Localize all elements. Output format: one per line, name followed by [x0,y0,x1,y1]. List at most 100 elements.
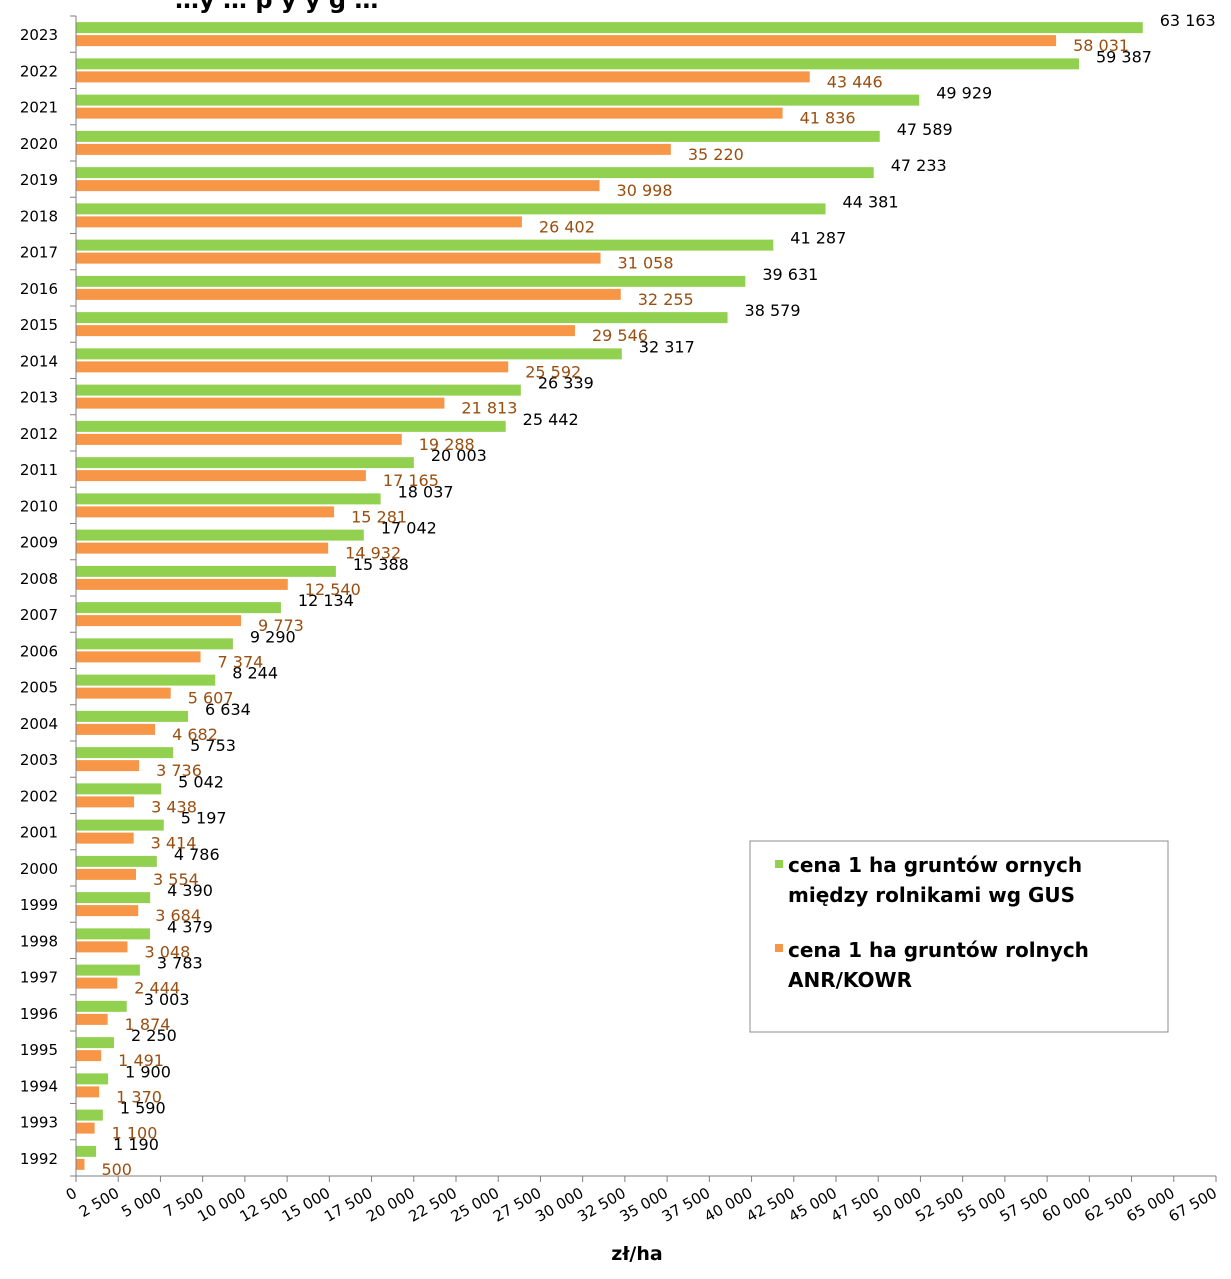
data-label-gus: 17 042 [381,519,437,538]
data-label-anr: 30 998 [617,181,673,200]
data-label-anr: 58 031 [1073,36,1129,55]
legend-item-anr-line1: cena 1 ha gruntów rolnych [788,938,1089,962]
data-label-anr: 3 554 [153,870,199,889]
bar-anr [76,397,445,409]
y-tick-label: 2001 [20,824,58,842]
bar-gus [76,239,774,251]
y-tick-label: 2015 [20,316,58,334]
bar-gus [76,493,381,505]
bar-anr [76,1050,102,1062]
bar-gus [76,457,414,469]
x-tick-label: 32 500 [574,1184,628,1226]
bar-gus [76,565,336,577]
data-label-gus: 3 783 [157,954,203,973]
bar-gus [76,1037,114,1049]
x-tick-label: 0 [63,1184,80,1204]
bar-gus [76,312,728,324]
x-tick-label: 2 500 [76,1184,122,1221]
bar-gus [76,1145,97,1157]
data-label-gus: 26 339 [538,374,594,393]
bar-gus [76,783,162,795]
y-tick-label: 2020 [20,135,58,153]
x-tick-label: 45 000 [786,1184,840,1226]
y-tick-label: 2005 [20,679,58,697]
y-tick-label: 2003 [20,751,58,769]
x-tick-label: 17 500 [321,1184,375,1226]
data-label-gus: 1 190 [113,1135,159,1154]
bar-anr [76,35,1057,47]
x-tick-label: 52 500 [912,1184,966,1226]
bar-anr [76,325,575,337]
bar-anr [76,470,366,482]
data-label-anr: 31 058 [618,254,674,273]
bar-anr [76,832,134,844]
y-tick-label: 2000 [20,860,58,878]
x-tick-label: 12 500 [237,1184,291,1226]
bar-anr [76,941,128,953]
data-label-gus: 12 134 [298,591,354,610]
bar-gus [76,203,826,215]
x-tick-label: 50 000 [870,1184,924,1226]
bar-anr [76,433,402,445]
bar-anr [76,542,329,554]
data-label-gus: 32 317 [639,337,695,356]
data-label-gus: 41 287 [790,229,846,248]
bar-anr [76,760,140,772]
data-label-gus: 47 589 [897,120,953,139]
bar-anr [76,506,335,518]
x-tick-label: 42 500 [743,1184,797,1226]
x-tick-label: 27 500 [490,1184,544,1226]
y-tick-labels: 1992 1993 1994 1995 1996 1997 1998 1999 2000 2001… [20,26,58,1168]
bar-anr [76,1086,100,1098]
y-tick-label: 1993 [20,1114,58,1132]
bar-anr [76,1158,85,1170]
bar-anr [76,288,621,300]
data-label-gus: 39 631 [762,265,818,284]
data-label-gus: 63 163 [1160,11,1216,30]
y-tick-label: 2012 [20,425,58,443]
data-label-anr: 29 546 [592,326,648,345]
data-label-anr: 15 281 [351,507,407,526]
bar-gus [76,638,233,650]
x-tick-label: 35 000 [617,1184,671,1226]
data-label-gus: 4 786 [174,845,220,864]
bar-anr [76,905,139,917]
y-tick-label: 1992 [20,1150,58,1168]
y-tick-label: 2010 [20,497,58,515]
data-label-anr: 500 [101,1160,132,1179]
data-label-anr: 3 736 [156,761,202,780]
bar-anr [76,578,288,590]
data-label-gus: 2 250 [131,1026,177,1045]
legend-item-gus-line2: między rolnikami wg GUS [788,883,1075,907]
x-tick-label: 30 000 [532,1184,586,1226]
data-label-gus: 44 381 [843,192,899,211]
bar-gus [76,928,150,940]
y-tick-label: 1997 [20,969,58,987]
bar-anr [76,615,242,627]
data-label-anr: 1 100 [112,1124,158,1143]
y-tick-label: 2023 [20,26,58,44]
y-tick-label: 2002 [20,787,58,805]
bar-gus [76,22,1143,34]
data-label-anr: 7 374 [218,652,264,671]
data-label-gus: 5 753 [190,736,236,755]
y-tick-label: 2016 [20,280,58,298]
bar-anr [76,107,783,119]
y-tick-label: 2006 [20,642,58,660]
bar-gus [76,892,151,904]
x-tick-label: 22 500 [406,1184,460,1226]
bar-gus [76,674,216,686]
x-tick-label: 25 000 [448,1184,502,1226]
data-label-anr: 9 773 [258,616,304,635]
bar-anr [76,252,601,264]
data-label-anr: 12 540 [305,580,361,599]
data-label-anr: 1 874 [125,1015,171,1034]
x-tick-label: 10 000 [194,1184,248,1226]
bar-gus [76,58,1079,70]
bar-gus [76,1073,109,1085]
y-tick-label: 2007 [20,606,58,624]
legend-item-anr-line2: ANR/KOWR [788,968,912,992]
bar-anr [76,71,810,83]
x-tick-label: 60 000 [1039,1184,1093,1226]
bar-anr [76,723,156,735]
